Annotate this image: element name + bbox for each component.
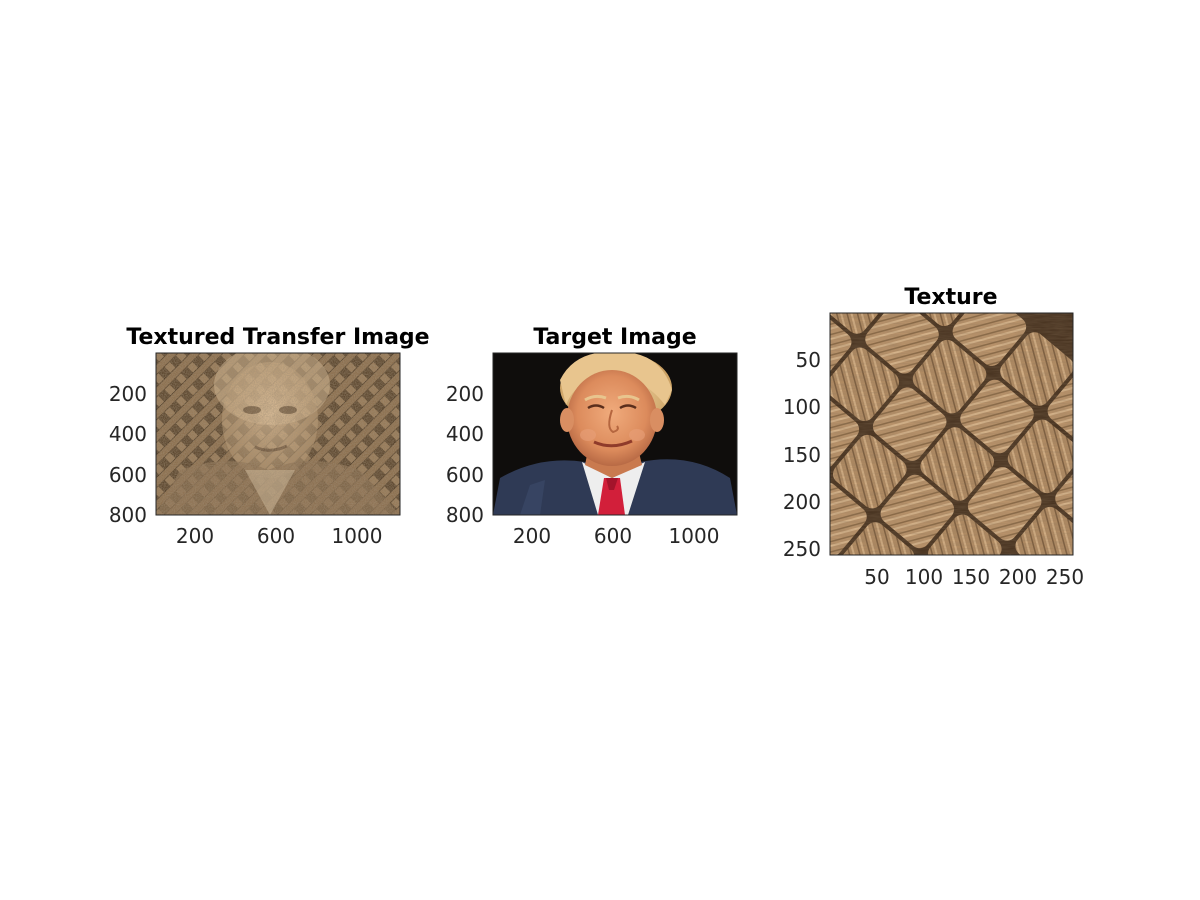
portrait-photo-image bbox=[493, 353, 737, 515]
x-tick-label: 200 bbox=[999, 565, 1037, 589]
x-axis-ticks: 200 600 1000 bbox=[176, 524, 383, 548]
panel-title: Textured Transfer Image bbox=[126, 325, 429, 350]
x-tick-label: 600 bbox=[594, 524, 632, 548]
panel-title: Target Image bbox=[533, 325, 696, 350]
y-tick-label: 200 bbox=[446, 382, 484, 406]
axes-frame bbox=[155, 352, 401, 516]
y-tick-label: 100 bbox=[783, 395, 821, 419]
y-tick-label: 150 bbox=[783, 443, 821, 467]
x-tick-label: 1000 bbox=[332, 524, 383, 548]
x-tick-label: 1000 bbox=[669, 524, 720, 548]
y-tick-label: 400 bbox=[446, 422, 484, 446]
y-tick-label: 600 bbox=[446, 463, 484, 487]
y-tick-label: 400 bbox=[109, 422, 147, 446]
x-tick-label: 50 bbox=[864, 565, 889, 589]
x-tick-label: 250 bbox=[1046, 565, 1084, 589]
y-tick-label: 800 bbox=[446, 503, 484, 527]
x-tick-label: 200 bbox=[513, 524, 551, 548]
y-axis-ticks: 200 400 600 800 bbox=[446, 382, 484, 527]
x-tick-label: 100 bbox=[905, 565, 943, 589]
woven-rope-texture-image bbox=[830, 313, 1073, 555]
panel-target: Target Image bbox=[446, 325, 738, 548]
y-tick-label: 250 bbox=[783, 537, 821, 561]
y-axis-ticks: 200 400 600 800 bbox=[109, 382, 147, 527]
x-tick-label: 200 bbox=[176, 524, 214, 548]
y-tick-label: 600 bbox=[109, 463, 147, 487]
y-tick-label: 50 bbox=[796, 348, 821, 372]
y-axis-ticks: 50 100 150 200 250 bbox=[783, 348, 821, 561]
x-tick-label: 150 bbox=[952, 565, 990, 589]
x-axis-ticks: 200 600 1000 bbox=[513, 524, 720, 548]
textured-portrait-image bbox=[156, 353, 400, 515]
panel-texture: Texture bbox=[783, 285, 1084, 589]
x-tick-label: 600 bbox=[257, 524, 295, 548]
x-axis-ticks: 50 100 150 200 250 bbox=[864, 565, 1084, 589]
panel-title: Texture bbox=[904, 285, 997, 310]
axes-frame bbox=[829, 312, 1074, 556]
y-tick-label: 200 bbox=[109, 382, 147, 406]
axes-frame bbox=[492, 352, 738, 516]
panel-textured-transfer: Textured Transfer Image 200 400 600 800 … bbox=[109, 325, 430, 548]
y-tick-label: 800 bbox=[109, 503, 147, 527]
y-tick-label: 200 bbox=[783, 490, 821, 514]
